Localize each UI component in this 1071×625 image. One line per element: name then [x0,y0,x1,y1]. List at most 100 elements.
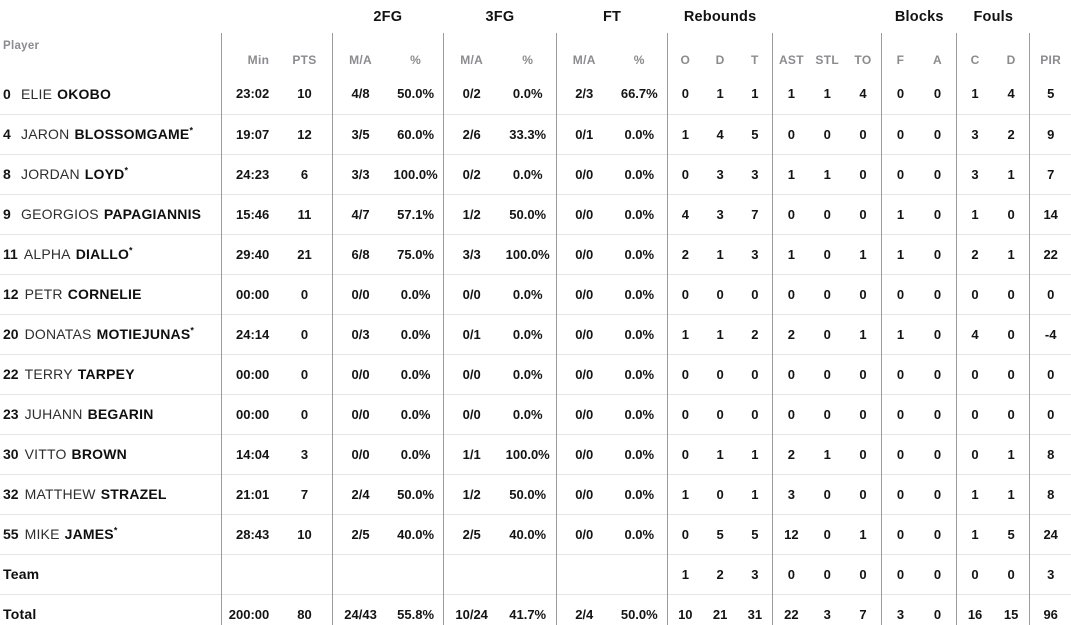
reb-off-cell: 0 [667,153,703,194]
2fg-pct-cell: 50.0% [388,473,444,514]
group-header-fouls: Fouls [973,8,1014,25]
fouls-committed-cell: 16 [956,593,993,625]
2fg-ma-cell: 0/3 [332,313,389,354]
blocks-against-cell: 0 [918,153,958,194]
jersey-number: 4 [3,126,11,142]
pir-cell: 0 [1029,273,1071,314]
minutes-cell: 00:00 [221,393,278,434]
3fg-pct-cell: 0.0% [499,393,557,434]
col-header-min: Min [247,53,270,67]
steals-cell: 0 [809,513,845,554]
col-header-fouls-d: D [992,33,1031,74]
assists-cell: 0 [772,393,810,434]
3fg-pct-cell: 0.0% [499,273,557,314]
2fg-ma-cell: 2/4 [332,473,389,514]
ft-pct-cell: 0.0% [611,313,669,354]
starter-mark: * [113,525,118,536]
ft-ma-cell: 0/0 [556,393,612,434]
blocks-against-cell: 0 [918,593,958,625]
2fg-ma-cell: 3/5 [332,113,389,154]
minutes-cell: 24:14 [221,313,278,354]
jersey-number: 8 [3,166,11,182]
player-name-cell: 12 PETR CORNELIE [0,273,222,314]
points-cell: 3 [277,433,333,474]
col-header-to: TO [844,33,883,74]
jersey-number: 12 [3,286,19,302]
reb-total-cell: 3 [737,553,774,594]
col-header-blocks-f: F [896,53,905,67]
ft-pct-cell: 0.0% [611,353,669,394]
2fg-pct-cell: 0.0% [388,353,444,394]
minutes-cell: 29:40 [221,233,278,274]
turnovers-cell: 1 [844,233,883,274]
turnovers-cell: 0 [844,553,883,594]
2fg-ma-cell: 0/0 [332,273,389,314]
2fg-pct-cell: 50.0% [388,74,444,114]
col-header-reb-o: O [680,53,691,67]
group-header-pir-spacer [1030,0,1071,33]
reb-total-cell: 1 [737,74,774,114]
turnovers-cell: 0 [844,393,883,434]
steals-cell: 0 [809,553,845,594]
steals-cell: 1 [809,153,845,194]
ft-ma-cell: 0/0 [556,153,612,194]
2fg-pct-cell: 75.0% [388,233,444,274]
player-name-cell: Team [0,553,222,594]
col-header-fouls-c: C [970,53,980,67]
blocks-for-cell: 0 [881,473,919,514]
blocks-for-cell: 0 [881,393,919,434]
player-first-name: JUHANN [24,406,83,422]
col-header-ast: AST [778,53,804,67]
player-first-name: TERRY [24,366,73,382]
reb-total-cell: 1 [737,433,774,474]
fouls-committed-cell: 3 [956,113,993,154]
assists-cell: 1 [772,233,810,274]
group-header-aststlto-spacer [773,0,882,33]
fouls-drawn-cell: 0 [992,273,1031,314]
ft-ma-cell: 0/0 [556,233,612,274]
reb-total-cell: 31 [737,593,774,625]
reb-def-cell: 3 [702,193,738,234]
reb-def-cell: 3 [702,153,738,194]
ft-ma-cell: 0/0 [556,473,612,514]
blocks-against-cell: 0 [918,553,958,594]
reb-off-cell: 0 [667,353,703,394]
player-name-cell: 9 GEORGIOS PAPAGIANNIS [0,193,222,234]
table-row: 55 MIKE JAMES* 28:43 10 2/5 40.0% 2/5 40.0… [0,513,1071,554]
fouls-drawn-cell: 5 [992,513,1031,554]
3fg-ma-cell: 0/2 [462,86,481,102]
col-header-stl: STL [815,53,839,67]
col-header-reb-t: T [737,33,774,74]
pir-cell: 7 [1029,153,1071,194]
reb-def-cell: 2 [702,553,738,594]
points-cell [277,553,333,594]
reb-off-cell: 0 [667,393,703,434]
col-header-2fg-ma: M/A [349,53,372,67]
player-name-cell: 55 MIKE JAMES* [0,513,222,554]
col-header-blocks-a: A [918,33,958,74]
blocks-for-cell: 3 [881,593,919,625]
blocks-for-cell: 0 [881,553,919,594]
player-last-name: LOYD [84,166,125,182]
turnovers-cell: 0 [844,273,883,314]
fouls-committed-cell: 2 [956,233,993,274]
reb-def-cell: 4 [702,113,738,154]
3fg-ma-cell: 0/1 [443,313,500,354]
2fg-pct-cell: 0.0% [388,393,444,434]
player-last-name: BEGARIN [87,406,154,422]
player-name-cell: 4 JARON BLOSSOMGAME* [0,113,222,154]
player-first-name: JORDAN [21,166,80,182]
jersey-number: 30 [3,446,19,462]
reb-def-cell: 0 [702,473,738,514]
turnovers-cell: 1 [844,313,883,354]
blocks-for-cell: 1 [881,233,919,274]
group-header-3fg: 3FG [485,8,515,25]
2fg-pct-cell: 57.1% [388,193,444,234]
starter-mark: * [124,165,128,176]
steals-cell: 3 [809,593,845,625]
turnovers-cell: 7 [844,593,883,625]
ft-ma-cell: 0/0 [556,193,612,234]
jersey-number: 20 [3,326,19,342]
player-last-name: Team [3,566,40,582]
fouls-committed-cell: 1 [956,473,993,514]
